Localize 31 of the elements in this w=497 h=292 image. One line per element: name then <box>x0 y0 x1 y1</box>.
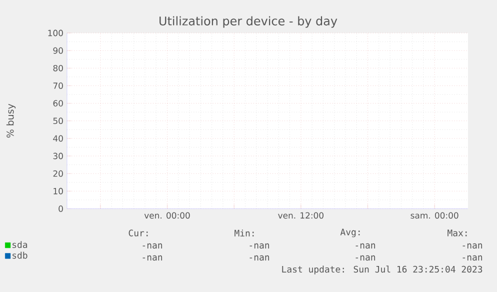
x-tick-label: ven. 12:00 <box>278 212 324 219</box>
text: Avg: <box>340 228 360 238</box>
text: -nan <box>356 243 376 249</box>
x-tick-label: ven. 00:00 <box>144 212 190 219</box>
text: -nan <box>250 243 270 249</box>
y-tick-label: 100 <box>48 30 63 36</box>
text: Min: <box>234 230 254 236</box>
y-axis-title: % busy <box>6 104 16 138</box>
y-tick-label: 70 <box>53 82 63 89</box>
legend-label: sda <box>12 241 28 248</box>
chart-title: Utilization per device - by day <box>160 16 338 28</box>
text: Cur: <box>128 230 148 236</box>
text: -nan <box>142 243 162 249</box>
y-tick-label: 90 <box>53 47 63 54</box>
text: Max: <box>448 230 467 236</box>
y-tick-label: 50 <box>53 118 63 124</box>
y-tick-label: 0 <box>58 206 63 212</box>
text: -nan <box>142 255 162 261</box>
x-tick-label: sam. 00:00 <box>410 212 458 219</box>
y-tick-label: 20 <box>53 170 63 177</box>
text: Last update: Sun Jul 16 23:25:04 2023 <box>282 266 482 274</box>
y-tick-label: 10 <box>54 188 63 194</box>
text: -nan <box>356 255 376 261</box>
text: -nan <box>462 255 482 261</box>
text: -nan <box>462 243 482 249</box>
text: -nan <box>250 255 270 261</box>
y-tick-label: 60 <box>53 100 63 106</box>
y-tick-label: 30 <box>53 152 63 160</box>
y-tick-label: 80 <box>53 64 63 72</box>
legend-label: sdb <box>12 252 28 259</box>
y-tick-label: 40 <box>53 135 63 142</box>
